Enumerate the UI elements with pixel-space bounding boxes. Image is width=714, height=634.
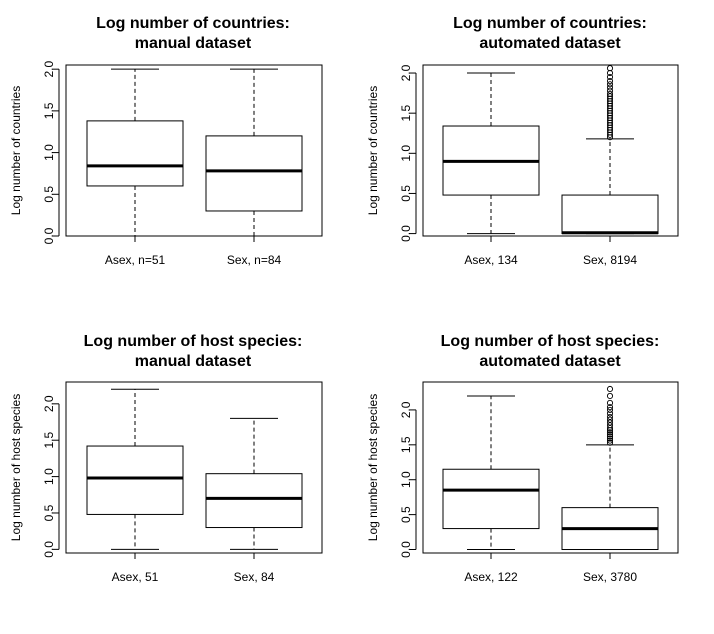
outlier-point [606, 90, 614, 97]
outlier-point [606, 65, 614, 72]
boxplot-panel-4: Log number of host species: automated dat… [366, 333, 679, 584]
box-iqr [86, 445, 184, 515]
boxplot-panel-3: Log number of host species: manual datase… [9, 333, 323, 584]
y-tick-label: 1.0 [399, 145, 413, 162]
outlier-point [606, 385, 614, 393]
y-tick-label: 2.0 [42, 395, 56, 412]
plot-frame [65, 64, 323, 237]
y-tick-label: 0.5 [42, 186, 56, 203]
outlier-point [606, 431, 614, 438]
chart-title-line1: Log number of host species: [84, 333, 303, 350]
outlier-point [606, 406, 614, 413]
x-tick-label: Asex, 122 [464, 570, 518, 584]
y-tick-label: 0.5 [399, 185, 413, 202]
box-2: Sex, 3780 [561, 385, 659, 584]
outlier-point [606, 404, 614, 411]
outlier-point [606, 429, 614, 436]
outlier-point [606, 410, 614, 417]
y-tick-label: 1.5 [42, 432, 56, 449]
plot-frame [65, 381, 323, 554]
boxplot-panel-2: Log number of countries: automated datase… [366, 15, 679, 267]
outlier-point [606, 435, 614, 442]
chart-title-line2: automated dataset [479, 353, 621, 370]
y-tick-label: 0.0 [399, 541, 413, 558]
outlier-point [606, 437, 614, 444]
x-tick-label: Asex, n=51 [105, 253, 166, 267]
x-tick-label: Asex, 134 [464, 253, 518, 267]
y-tick-label: 0.5 [42, 504, 56, 521]
y-tick-label: 0.5 [399, 506, 413, 523]
x-tick-label: Sex, 84 [234, 570, 275, 584]
x-tick-label: Sex, 3780 [583, 570, 637, 584]
box-iqr [205, 135, 303, 212]
box-iqr [442, 468, 540, 530]
box-iqr [561, 194, 659, 235]
y-tick-label: 0.0 [399, 225, 413, 242]
chart-title-line2: automated dataset [479, 35, 621, 52]
y-tick-label: 2.0 [399, 401, 413, 418]
y-tick-label: 2.0 [399, 64, 413, 81]
outlier-point [606, 416, 614, 423]
box-1: Asex, 122 [442, 395, 540, 584]
y-axis-label: Log number of host species [366, 394, 380, 541]
box-iqr [205, 473, 303, 529]
y-axis-label: Log number of countries [366, 86, 380, 215]
box-1: Asex, 134 [442, 72, 540, 267]
y-tick-label: 2.0 [42, 61, 56, 78]
plot-frame [422, 64, 679, 237]
y-tick-label: 1.0 [42, 144, 56, 161]
outlier-point [606, 81, 614, 88]
outlier-point [606, 73, 614, 81]
chart-title-line2: manual dataset [135, 353, 252, 370]
outlier-point [606, 87, 614, 94]
box-2: Sex, 8194 [561, 65, 659, 267]
chart-title-line1: Log number of host species: [441, 333, 660, 350]
outlier-point [606, 78, 614, 85]
box-1: Asex, 51 [86, 388, 184, 584]
chart-title-line1: Log number of countries: [453, 15, 647, 32]
box-iqr [86, 120, 184, 187]
chart-title-line1: Log number of countries: [96, 15, 290, 32]
plot-frame [422, 381, 679, 554]
y-axis-label: Log number of countries [9, 86, 23, 215]
x-tick-label: Asex, 51 [112, 570, 159, 584]
outlier-point [606, 439, 614, 446]
y-tick-label: 1.0 [42, 468, 56, 485]
y-tick-label: 1.0 [399, 471, 413, 488]
x-tick-label: Sex, n=84 [227, 253, 282, 267]
outlier-point [606, 399, 614, 406]
x-tick-label: Sex, 8194 [583, 253, 637, 267]
y-tick-label: 1.5 [42, 102, 56, 119]
outlier-point [606, 413, 614, 420]
outlier-point [606, 84, 614, 91]
box-2: Sex, n=84 [205, 68, 303, 267]
box-1: Asex, n=51 [86, 68, 184, 267]
y-tick-label: 0.0 [42, 541, 56, 558]
y-tick-label: 1.5 [399, 105, 413, 122]
box-2: Sex, 84 [205, 417, 303, 584]
y-tick-label: 1.5 [399, 436, 413, 453]
outlier-point [606, 392, 614, 400]
y-tick-label: 0.0 [42, 227, 56, 244]
outlier-point [606, 433, 614, 440]
chart-title-line2: manual dataset [135, 35, 252, 52]
boxplot-panel-1: Log number of countries: manual dataset 0.… [9, 15, 323, 267]
y-axis-label: Log number of host species [9, 394, 23, 541]
